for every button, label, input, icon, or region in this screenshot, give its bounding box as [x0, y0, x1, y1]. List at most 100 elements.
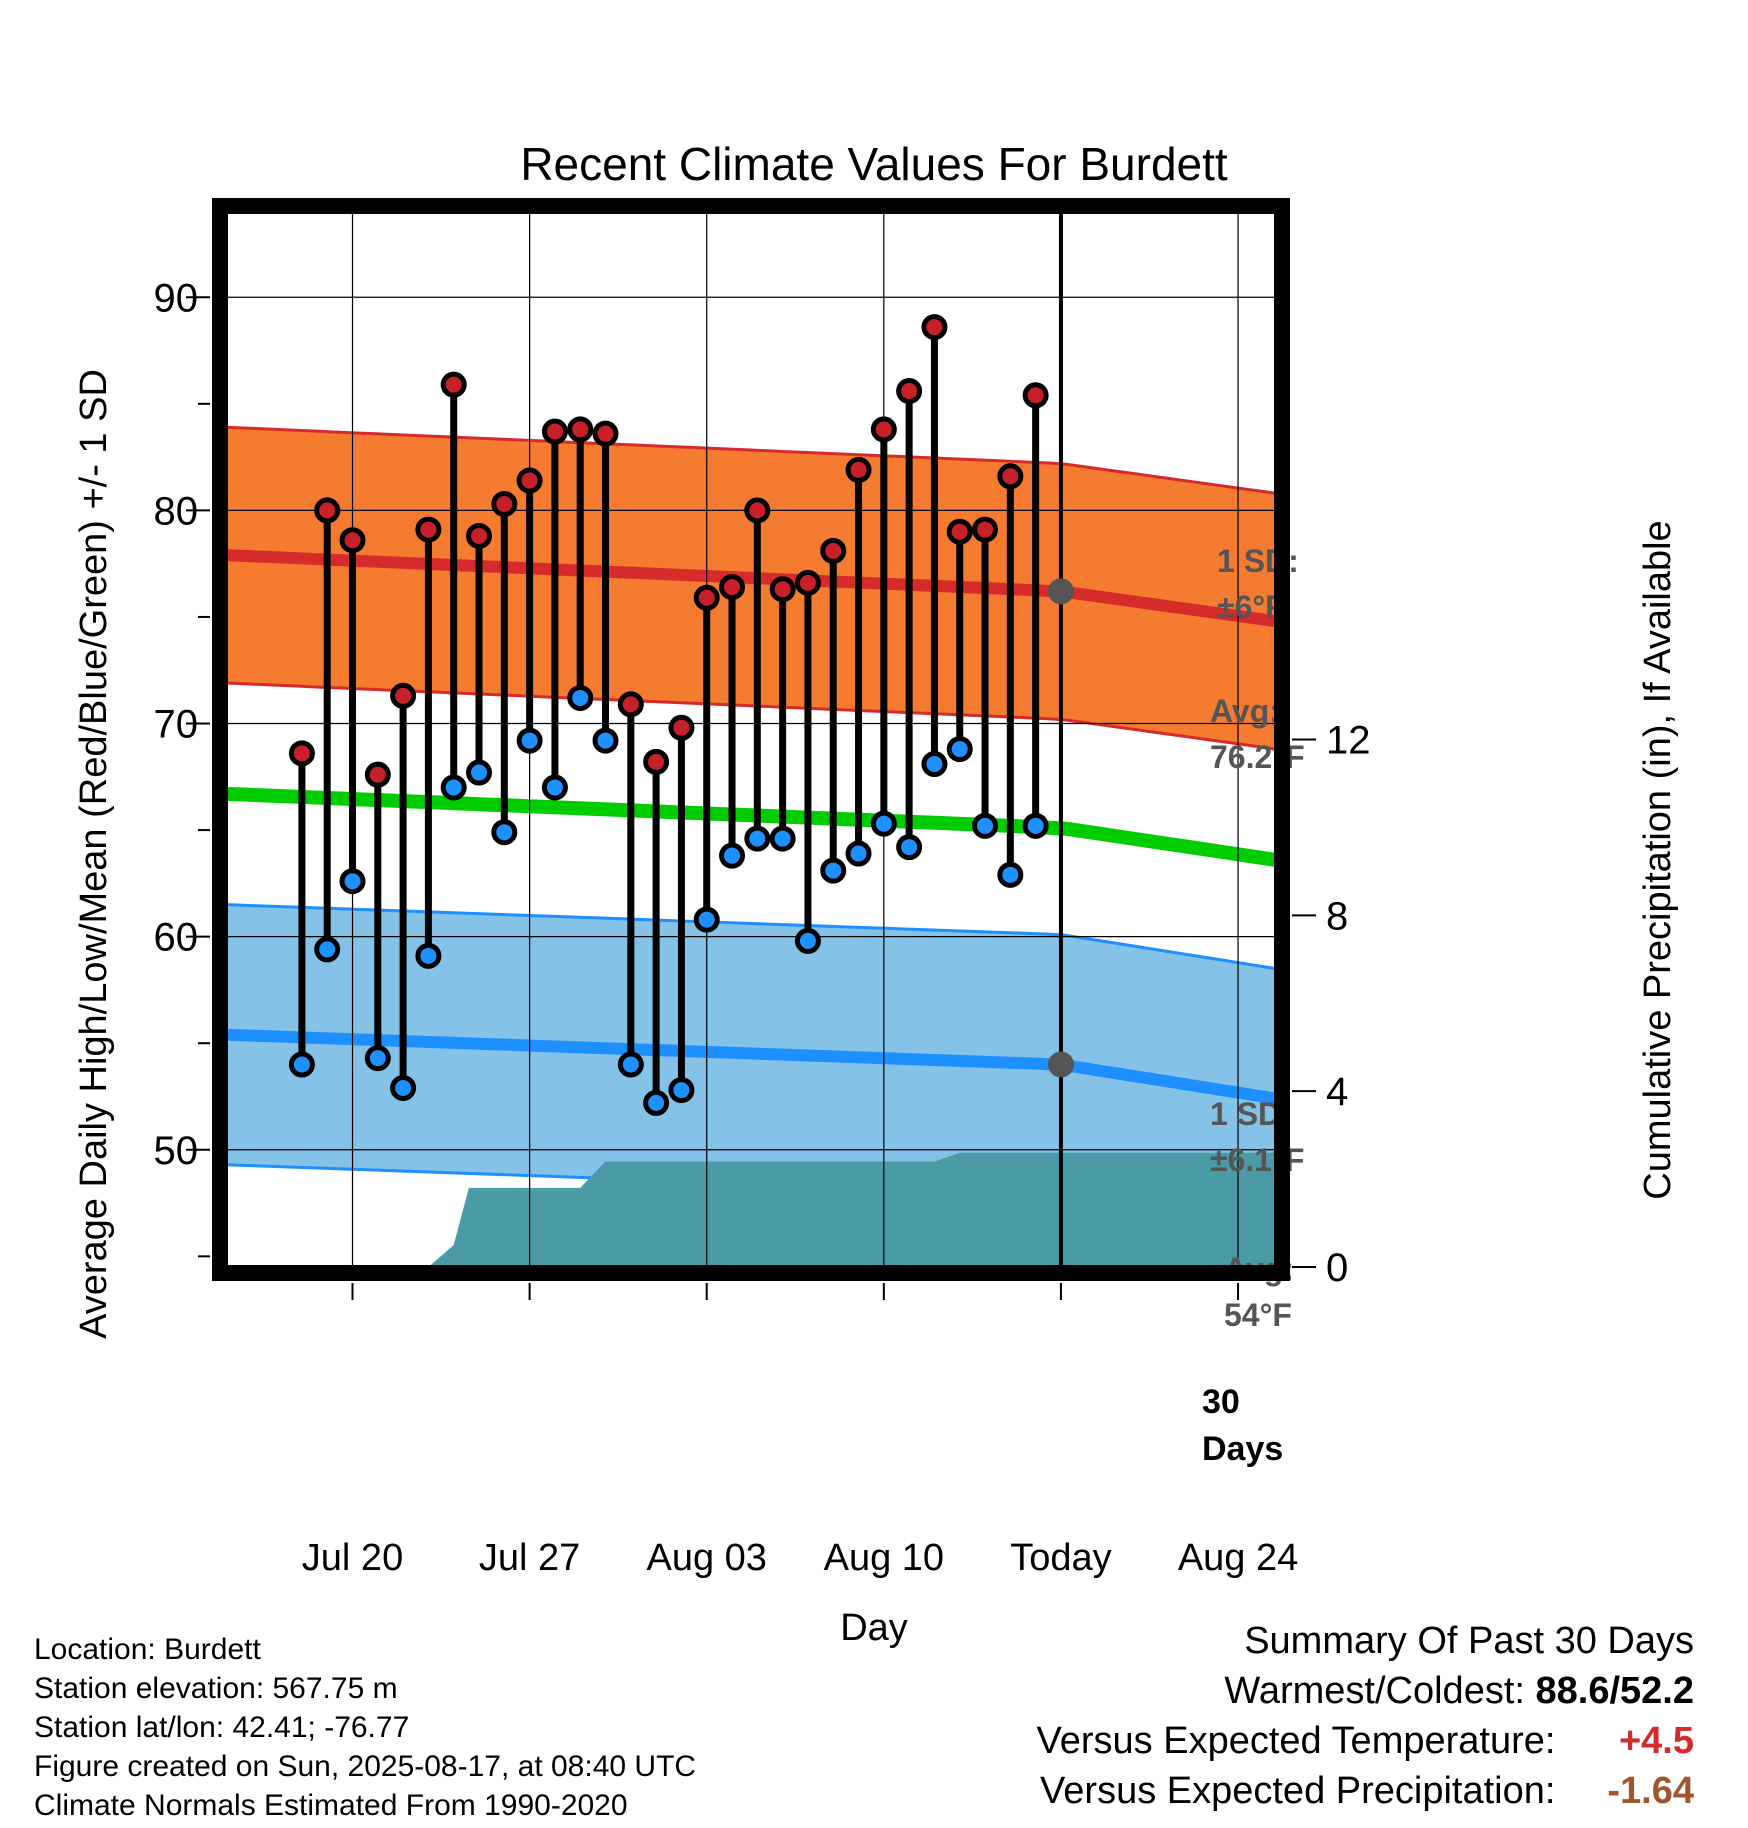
high-marker	[567, 416, 594, 443]
x-tick-label: Aug 10	[824, 1537, 944, 1579]
high-marker	[845, 456, 872, 483]
chart-title: Recent Climate Values For Burdett	[520, 138, 1228, 190]
x-tick-label: Jul 27	[479, 1537, 580, 1579]
high-marker	[693, 584, 720, 611]
high-marker	[643, 748, 670, 775]
high-sd-band-upper-edge	[225, 425, 1277, 495]
high-marker	[719, 574, 746, 601]
low-marker	[516, 727, 543, 754]
low-marker	[744, 825, 771, 852]
temp-anomaly-row: Versus Expected Temperature: +4.5	[1037, 1716, 1694, 1766]
y-tick-label: 80	[154, 489, 199, 533]
created-text: Figure created on Sun, 2025-08-17, at 08…	[34, 1750, 697, 1783]
warm-cold-label: Warmest/Coldest:	[1224, 1670, 1525, 1712]
high-marker	[314, 497, 341, 524]
low-marker	[820, 857, 847, 884]
y-tick-label: 70	[154, 703, 199, 747]
x-tick-label: Aug 24	[1178, 1537, 1298, 1579]
low-marker	[946, 736, 973, 763]
high-marker	[491, 490, 518, 517]
low-marker	[693, 906, 720, 933]
low-avg-value: 54°F	[1224, 1297, 1292, 1333]
location-text: Location: Burdett	[34, 1633, 261, 1666]
high-marker	[668, 714, 695, 741]
high-marker	[617, 691, 644, 718]
y-tick-label: 50	[154, 1129, 199, 1173]
low-marker	[719, 842, 746, 869]
high-marker	[541, 418, 568, 445]
low-marker	[617, 1051, 644, 1078]
elevation-text: Station elevation: 567.75 m	[34, 1672, 398, 1705]
normal-high-line	[225, 549, 1277, 628]
low-marker	[870, 810, 897, 837]
high-marker	[946, 518, 973, 545]
low-marker	[769, 825, 796, 852]
temp-anomaly-value: +4.5	[1618, 1720, 1694, 1762]
low-marker	[643, 1089, 670, 1116]
low-marker	[921, 751, 948, 778]
low-marker	[567, 684, 594, 711]
today-high-normal-marker	[1047, 578, 1074, 605]
y-tick-label: 60	[154, 916, 199, 960]
low-marker	[592, 727, 619, 754]
low-sd-band	[226, 904, 1276, 1229]
y2-tick-label: 12	[1326, 719, 1371, 763]
low-marker	[668, 1077, 695, 1104]
x-tick-label: Aug 03	[646, 1537, 766, 1579]
precip-area	[226, 1152, 1276, 1267]
y2-tick-label: 0	[1326, 1246, 1348, 1290]
low-sd-value: ±6.1°F	[1210, 1142, 1304, 1178]
high-marker	[364, 761, 391, 788]
low-marker	[364, 1045, 391, 1072]
low-marker	[1022, 812, 1049, 839]
precip-anomaly-value: -1.64	[1607, 1770, 1694, 1812]
low-marker	[415, 942, 442, 969]
low-marker	[390, 1074, 417, 1101]
low-marker	[491, 819, 518, 846]
high-marker	[440, 371, 467, 398]
high-marker	[390, 682, 417, 709]
precip-anomaly-label: Versus Expected Precipitation:	[1040, 1770, 1556, 1812]
high-avg-label: Avg:	[1210, 693, 1280, 729]
today-low-normal-marker	[1047, 1051, 1074, 1078]
low-marker	[541, 774, 568, 801]
high-avg-value: 76.2°F	[1210, 739, 1305, 775]
high-marker	[972, 516, 999, 543]
summary-heading: Summary Of Past 30 Days	[1244, 1620, 1694, 1662]
x-tick-label: Jul 20	[302, 1537, 403, 1579]
high-marker	[744, 497, 771, 524]
high-marker	[415, 516, 442, 543]
high-marker	[1022, 382, 1049, 409]
y2-tick-label: 4	[1326, 1070, 1348, 1114]
high-marker	[794, 569, 821, 596]
latlon-text: Station lat/lon: 42.41; -76.77	[34, 1711, 410, 1744]
precip-anomaly-row: Versus Expected Precipitation: -1.64	[1037, 1766, 1694, 1816]
low-marker	[972, 812, 999, 839]
high-marker	[896, 378, 923, 405]
y-axis-label: Average Daily High/Low/Mean (Red/Blue/Gr…	[73, 369, 115, 1339]
x-tick-label: Today	[1010, 1537, 1111, 1579]
high-marker	[921, 314, 948, 341]
low-marker	[466, 759, 493, 786]
station-info: Location: Burdett Station elevation: 567…	[34, 1630, 696, 1825]
high-marker	[870, 416, 897, 443]
low-marker	[339, 868, 366, 895]
warm-cold-value: 88.6/52.2	[1535, 1670, 1694, 1712]
high-sd-value: ±6°F	[1217, 589, 1285, 625]
high-marker	[592, 420, 619, 447]
low-marker	[997, 861, 1024, 888]
x-axis-label: Day	[840, 1607, 908, 1649]
high-marker	[288, 740, 315, 767]
temp-anomaly-label: Versus Expected Temperature:	[1036, 1720, 1556, 1762]
window-label-days: Days	[1202, 1430, 1283, 1468]
high-marker	[466, 522, 493, 549]
window-label-number: 30	[1202, 1383, 1240, 1421]
y-tick-label: 90	[154, 276, 199, 320]
high-marker	[516, 467, 543, 494]
summary-panel: Summary Of Past 30 Days Warmest/Coldest:…	[1037, 1616, 1694, 1816]
low-marker	[314, 936, 341, 963]
warm-cold-row: Warmest/Coldest: 88.6/52.2	[1037, 1666, 1694, 1716]
y2-tick-label: 8	[1326, 894, 1348, 938]
